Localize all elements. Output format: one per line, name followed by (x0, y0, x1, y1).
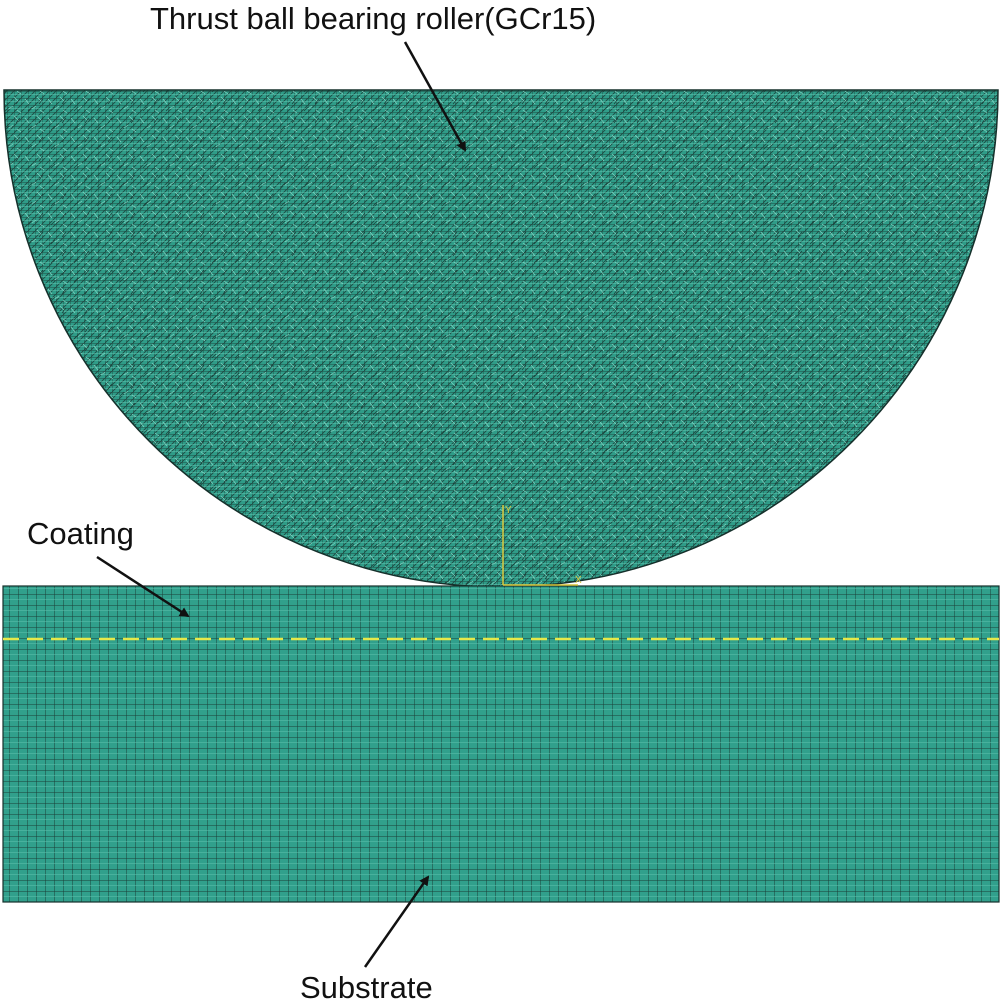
coating-arrow (96, 555, 190, 618)
y-axis-label: Y (505, 505, 512, 516)
substrate-arrow (363, 875, 430, 968)
coating-label: Coating (27, 516, 134, 551)
roller-label: Thrust ball bearing roller(GCr15) (150, 1, 597, 36)
substrate-block (2, 585, 1000, 903)
roller-arrow (403, 41, 467, 152)
x-axis-label: X (575, 575, 582, 586)
substrate-label: Substrate (300, 970, 433, 1005)
roller-body (4, 90, 998, 587)
coordinate-axes: Y X (502, 505, 582, 586)
